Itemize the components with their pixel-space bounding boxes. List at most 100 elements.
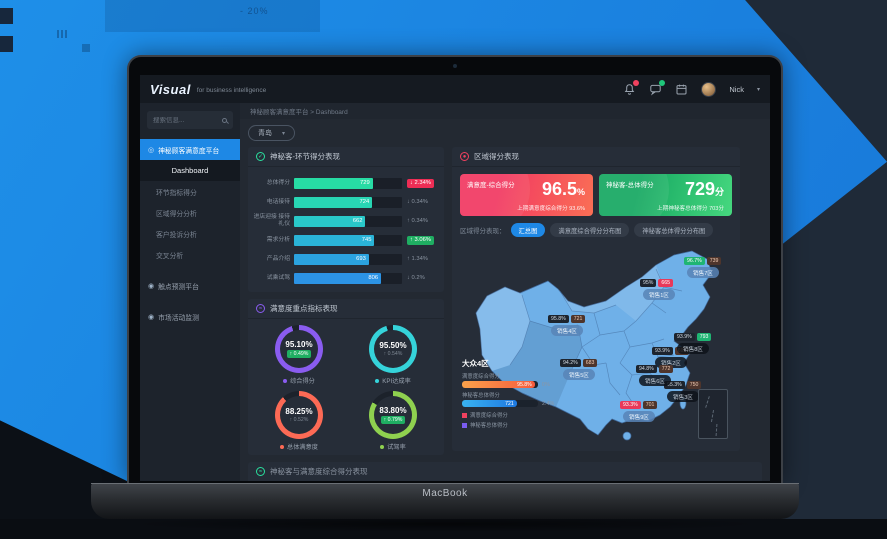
notification-bell-icon[interactable]: [623, 79, 640, 96]
background-square: [82, 44, 90, 52]
map-tabs: 区域得分表现： 汇总图 满意度综合得分分布图 神秘客总体得分分布图: [452, 216, 740, 241]
username[interactable]: Nick: [729, 84, 744, 94]
messages-badge: [659, 79, 666, 86]
change-badge: ↓ 0.34%: [407, 199, 428, 205]
donut-label: 试驾率: [387, 444, 406, 451]
sidebar-item-complaints[interactable]: 客户投诉分析: [140, 223, 240, 244]
legend-swatch: [462, 412, 467, 418]
calendar-icon[interactable]: [675, 83, 688, 96]
south-china-sea-inset: [698, 389, 728, 439]
bar-value: 662: [352, 218, 363, 224]
map-marker-region9[interactable]: 93.3% 701 销售9区: [620, 401, 658, 422]
panel-title: 区域得分表现: [474, 152, 519, 161]
bar-label: 需求分析: [266, 236, 290, 243]
legend-dot: [380, 444, 385, 449]
marker-score: 772: [658, 365, 674, 373]
kpi-card-value: 96.5: [541, 179, 577, 199]
marker-score: 701: [642, 401, 658, 409]
sidebar-item-dashboard[interactable]: Dashboard: [140, 160, 240, 181]
tab-summary[interactable]: 汇总图: [510, 223, 546, 237]
marker-score: 665: [658, 279, 674, 287]
sidebar-item-market-monitor[interactable]: ◉ 市场活动监测: [140, 306, 240, 327]
kpi-card-satisfaction: 满意度-综合得分 96.5% 上期满意度综合得分 93.6%: [460, 174, 593, 216]
tab-satisfaction-distribution[interactable]: 满意度综合得分分布图: [550, 223, 630, 237]
tabs-label: 区域得分表现：: [460, 228, 506, 235]
legend-dot: [283, 378, 288, 383]
donut-cell: 88.25% ↑ 0.52% 总体满意度: [252, 391, 346, 451]
background-deco-rect: [105, 0, 320, 32]
donut-label: 综合得分: [290, 378, 315, 385]
marker-percent: 95.3%: [664, 381, 685, 389]
donut-percent: 83.80%: [379, 406, 407, 415]
bar-track: 745: [294, 234, 402, 246]
change-badge: ↑ 3.06%: [407, 235, 434, 245]
map-marker-region4[interactable]: 95.8% 721 销售4区: [548, 315, 586, 336]
map-marker-region5[interactable]: 94.2% 683 销售5区: [560, 359, 598, 380]
legend-dot: [280, 444, 285, 449]
map-marker-region1[interactable]: 95% 665 销售1区: [640, 279, 675, 300]
sidebar-item-platform[interactable]: ◎ 神秘顾客满意度平台: [140, 139, 240, 160]
messages-icon[interactable]: [649, 79, 666, 96]
donut-percent: 88.25%: [285, 407, 313, 416]
tab-mystery-distribution[interactable]: 神秘客总体得分分布图: [634, 223, 714, 237]
sidebar-item-label: 环节指标得分: [156, 189, 197, 197]
sidebar-search[interactable]: [147, 111, 233, 129]
marker-score: 683: [582, 359, 598, 367]
laptop-screen: Visual for business intelligence Nick ▾: [127, 55, 783, 483]
donut-percent: 95.10%: [285, 340, 313, 349]
sidebar-menu: ◎ 神秘顾客满意度平台 Dashboard 环节指标得分 区域得分分析 客户投诉…: [140, 139, 240, 327]
app-tagline: for business intelligence: [196, 87, 267, 94]
map-marker-region8[interactable]: 93.9% 793 销售8区: [674, 333, 712, 354]
city-filter-dropdown[interactable]: 青岛 ▾: [248, 125, 296, 141]
main-area: 神秘顾客满意度平台 > Dashboard 青岛 ▾ ✓: [240, 103, 770, 481]
tooltip-metric-label: 满意度综合得分: [462, 374, 500, 380]
kpi-card-unit: %: [576, 187, 585, 197]
dashboard: Visual for business intelligence Nick ▾: [140, 75, 770, 481]
marker-percent: 93.9%: [674, 333, 695, 341]
legend-dot: [375, 378, 380, 383]
sidebar-item-cross-analysis[interactable]: 交叉分析: [140, 244, 240, 265]
map-marker-region6[interactable]: 94.8% 772 销售6区: [636, 365, 674, 386]
sidebar-item-label: 交叉分析: [156, 252, 184, 260]
background-percent-label: - 20%: [240, 6, 269, 16]
bar-value: 745: [361, 237, 372, 243]
bar-label: 产品介绍: [266, 255, 290, 262]
bar-fill: 662: [294, 215, 366, 227]
change-badge: ↓ 0.2%: [407, 275, 425, 281]
avatar[interactable]: [701, 81, 717, 97]
donut-percent: 95.50%: [379, 341, 407, 350]
bar-value: 724: [359, 199, 370, 205]
bar-value: 693: [356, 256, 366, 262]
sidebar-item-label: Dashboard: [171, 166, 209, 175]
kpi-card-subtext: 上期神秘客总体得分 703分: [657, 206, 724, 212]
sidebar-item-step-scores[interactable]: 环节指标得分: [140, 181, 240, 202]
tooltip-bar-fill: 95.8%: [462, 381, 535, 388]
panel-title: 神秘客-环节得分表现: [270, 152, 340, 161]
bar-row: 需求分析 745 ↑ 3.06%: [252, 231, 438, 249]
donut-ring: 95.10% ↑ 0.49%: [275, 325, 323, 373]
donut-ring: 88.25% ↑ 0.52%: [275, 391, 323, 439]
map-marker-region3[interactable]: 95.3% 750 销售3区: [664, 381, 702, 402]
pie-icon: ●: [460, 152, 469, 161]
marker-region-name: 销售8区: [677, 343, 709, 354]
kpi-card-subtext: 上期满意度综合得分 93.6%: [517, 206, 585, 212]
map-marker-region7[interactable]: 96.7% 739 销售7区: [684, 257, 722, 278]
tooltip-bar-value: 721: [505, 400, 514, 407]
china-map[interactable]: 95%665 销售1区 93.9%695 销售2区 95.3%750: [460, 243, 732, 447]
search-input[interactable]: [153, 116, 222, 124]
bar-track: 662: [294, 215, 402, 227]
marker-percent: 96.7%: [684, 257, 705, 265]
webcam-dot: [453, 64, 457, 68]
marker-percent: 95%: [640, 279, 657, 287]
city-filter-value: 青岛: [258, 130, 272, 137]
bar-track: 806: [294, 272, 402, 284]
sidebar-item-touchpoint[interactable]: ◉ 触点预测平台: [140, 275, 240, 296]
kpi-card-unit: 分: [714, 187, 724, 197]
panel-title: 神秘客与满意度综合得分表现: [270, 467, 368, 476]
user-caret-icon[interactable]: ▾: [756, 86, 760, 93]
marker-region-name: 销售1区: [643, 289, 675, 300]
monitor-icon: ◉: [148, 313, 155, 321]
bar-label: 总体得分: [266, 179, 290, 186]
marker-percent: 93.9%: [652, 347, 673, 355]
sidebar-item-region-analysis[interactable]: 区域得分分析: [140, 202, 240, 223]
